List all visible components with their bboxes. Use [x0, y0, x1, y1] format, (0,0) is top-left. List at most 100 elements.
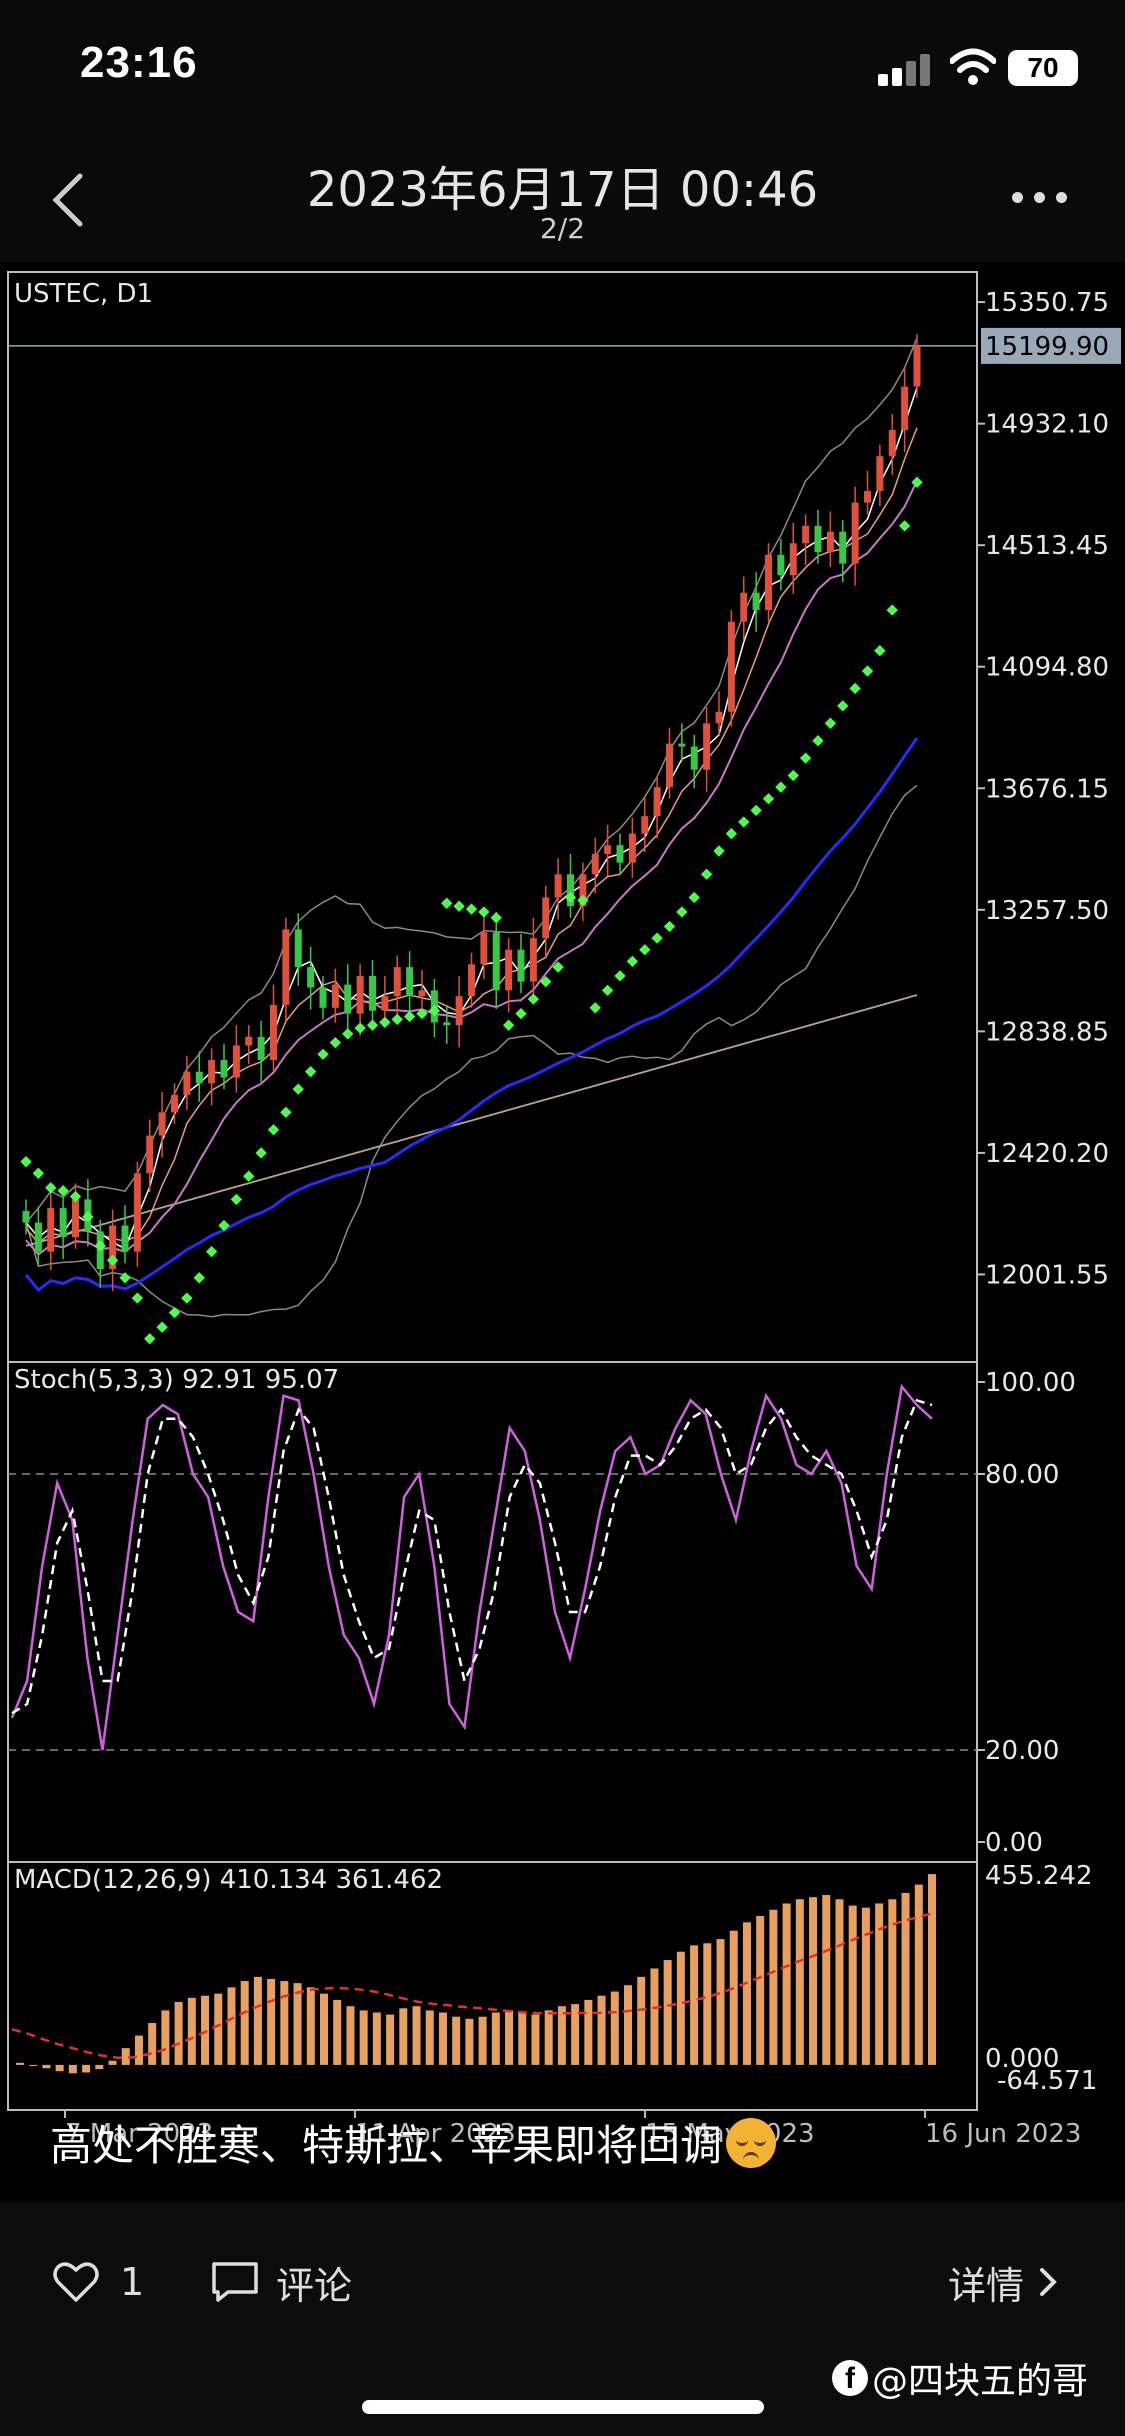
macd-bar	[650, 1968, 659, 2065]
current-price-label: 15199.90	[985, 332, 1109, 362]
candle-body	[282, 929, 290, 1005]
candle-body	[208, 1060, 216, 1084]
macd-bar	[214, 1993, 223, 2065]
post-caption: 高处不胜寒、特斯拉、苹果即将回调	[50, 2112, 777, 2173]
price-tick-label: 13257.50	[985, 896, 1109, 926]
sar-dot	[329, 1036, 342, 1049]
sar-dot	[317, 1048, 329, 1060]
candle-body	[34, 1222, 42, 1252]
candle-body	[678, 743, 686, 747]
macd-bar	[610, 1991, 619, 2065]
price-tick-label: 12838.85	[985, 1017, 1109, 1047]
macd-bar	[478, 2016, 487, 2065]
macd-bar	[386, 2014, 395, 2065]
macd-bar	[372, 2012, 381, 2065]
stoch-tick-label: 80.00	[985, 1460, 1059, 1490]
chevron-right-icon	[1040, 2268, 1057, 2296]
sar-dot	[366, 1019, 379, 1031]
sar-dot	[700, 868, 713, 880]
candle-body	[888, 430, 896, 457]
sar-dot	[131, 1292, 144, 1304]
price-tick-label: 12001.55	[985, 1260, 1109, 1290]
page-indicator: 2/2	[539, 212, 586, 245]
macd-bar	[201, 1995, 210, 2065]
macd-bar	[690, 1945, 699, 2065]
candle-body	[554, 874, 562, 898]
sar-dot	[32, 1167, 45, 1179]
sar-dot	[738, 816, 750, 828]
macd-bar	[505, 2010, 514, 2065]
candle-body	[851, 502, 859, 564]
sar-dot	[342, 1028, 354, 1040]
sar-dot	[540, 976, 552, 988]
macd-bar	[782, 1903, 791, 2065]
sar-dot	[861, 665, 874, 677]
macd-bar	[187, 1997, 196, 2065]
candle-body	[864, 491, 871, 503]
macd-bar	[769, 1909, 778, 2065]
macd-bar	[425, 2010, 434, 2065]
chart-frame	[7, 271, 978, 2111]
macd-bar	[438, 2012, 447, 2065]
candle-body	[653, 787, 661, 817]
sar-dot	[502, 1019, 515, 1031]
candle-body	[121, 1225, 129, 1252]
candle-body	[232, 1045, 240, 1078]
candle-body	[666, 743, 673, 788]
candle-body	[715, 711, 723, 724]
candle-body	[641, 816, 649, 834]
facebook-logo-icon: f	[832, 2360, 868, 2396]
candle-body	[604, 845, 612, 854]
sar-dot	[441, 897, 453, 909]
macd-tick-label: 455.242	[985, 1861, 1093, 1891]
sar-dot	[775, 781, 787, 793]
chart-image[interactable]: 15350.75 14932.10 14513.45 14094.80 13676.15…	[0, 262, 1125, 2202]
macd-bar	[729, 1930, 738, 2065]
chart-svg: 15350.75 14932.10 14513.45 14094.80 13676.15…	[7, 271, 1121, 2149]
macd-bar	[306, 1987, 315, 2065]
comment-bubble-icon	[212, 2262, 258, 2302]
more-options-icon[interactable]	[1012, 192, 1072, 206]
comment-button[interactable]: 评论	[210, 2257, 352, 2308]
macd-bar	[901, 1892, 910, 2065]
candle-body	[418, 990, 426, 997]
macd-bar	[624, 1985, 632, 2065]
macd-bar	[848, 1905, 857, 2065]
candle-body	[579, 874, 587, 907]
like-button[interactable]: 1	[52, 2257, 144, 2307]
candle-body	[257, 1036, 265, 1061]
macd-bar	[465, 2018, 474, 2065]
home-indicator[interactable]	[362, 2400, 764, 2414]
wifi-icon	[950, 48, 996, 85]
back-chevron-icon[interactable]	[48, 170, 88, 230]
candle-body	[109, 1225, 117, 1270]
macd-bar	[280, 1981, 289, 2065]
sar-dot	[750, 804, 762, 817]
macd-bar	[161, 2010, 170, 2065]
detail-button[interactable]: 详情	[948, 2257, 1062, 2308]
candle-body	[220, 1060, 228, 1078]
candle-body	[529, 938, 537, 982]
macd-bar	[756, 1916, 765, 2065]
candle-body	[133, 1173, 141, 1252]
macd-bar	[861, 1907, 870, 2065]
sar-dot	[391, 1013, 403, 1026]
macd-bar	[267, 1978, 276, 2065]
sar-dot	[193, 1272, 205, 1284]
sar-dot	[69, 1190, 82, 1203]
candle-body	[876, 456, 884, 492]
candle-body	[839, 531, 847, 564]
price-tick-label: 12420.20	[985, 1139, 1109, 1169]
macd-bar	[399, 2008, 408, 2065]
sar-dot	[428, 1005, 441, 1017]
sar-dot	[601, 984, 614, 997]
candle-body	[789, 543, 797, 576]
candle-body	[47, 1208, 55, 1252]
macd-bar	[16, 2062, 24, 2065]
sar-dot	[787, 769, 799, 782]
macd-tick-label: 0.000	[985, 2044, 1059, 2074]
macd-bar	[557, 2006, 566, 2065]
macd-bar	[29, 2064, 38, 2066]
macd-bar	[240, 1981, 249, 2065]
macd-bar	[663, 1960, 672, 2065]
